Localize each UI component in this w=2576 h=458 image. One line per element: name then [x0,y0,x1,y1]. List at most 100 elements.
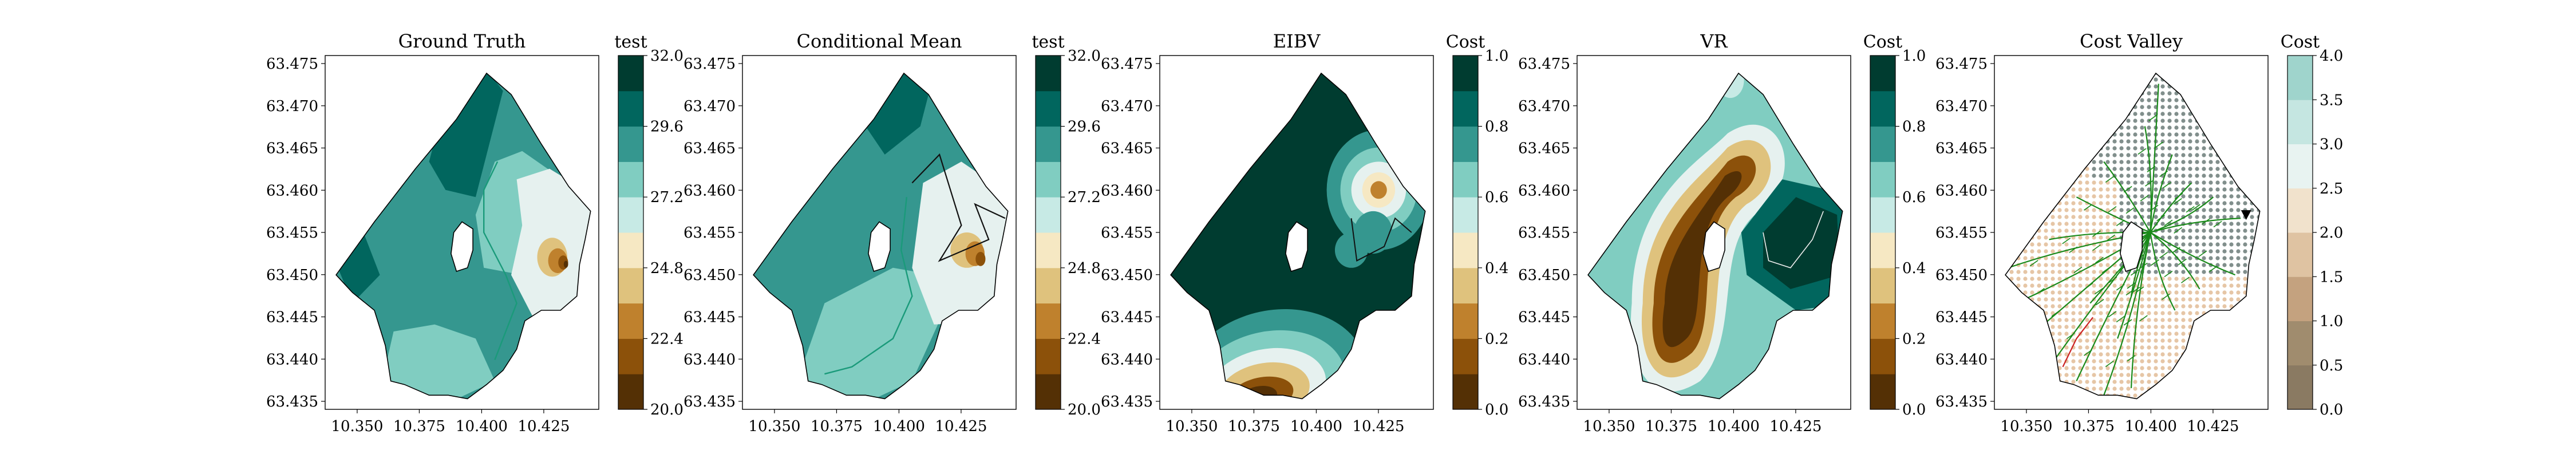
cost-dot [2236,201,2241,206]
cost-dot [2099,77,2103,82]
cost-dot [2126,73,2131,75]
cost-dot [1996,393,2000,397]
cost-dot [2105,345,2110,350]
cost-dot [2236,77,2241,82]
y-tick-label: 63.455 [1518,224,1570,242]
cost-dot [2044,277,2048,281]
cost-dot [1996,201,2000,205]
rrt-branch [2150,232,2176,311]
cost-dot [2263,153,2267,157]
cost-dot [2250,84,2254,89]
cost-dot [2167,318,2172,322]
cost-dot [2064,400,2068,404]
cost-dot [2037,263,2041,267]
cost-dot [2099,215,2103,219]
cost-dot [2030,352,2034,357]
x-tick-label: 10.350 [1165,418,1218,435]
cost-dot [2250,180,2254,185]
cost-dot [2147,352,2151,357]
cost-dot [2078,380,2083,384]
cost-dot [2064,105,2069,109]
cost-dot [2263,194,2267,198]
contour-region [563,260,568,268]
cost-dot [2160,338,2165,343]
cost-dot [2154,318,2158,322]
cost-dot [2243,132,2247,137]
cost-dot [2208,77,2213,82]
cost-dot [2174,57,2178,61]
cost-dot [2140,119,2144,123]
cost-dot [2023,194,2028,199]
cost-dot [2105,194,2110,199]
cost-dot [2071,167,2076,171]
cost-dot [2112,73,2117,75]
cost-dot [2009,77,2014,82]
cost-dot [2181,105,2186,109]
cost-dot [2037,98,2041,102]
cost-dot [2064,208,2069,212]
rrt-twig [2036,287,2045,295]
colorbar-tick-label: 32.0 [1068,48,1101,65]
cost-dot [2105,331,2110,336]
cost-dot [2016,201,2021,206]
cost-dot [2208,235,2213,240]
cost-dot [2202,153,2206,157]
cost-dot [2078,352,2083,357]
panel-title: VR [1700,30,1728,52]
cost-dot [2202,84,2206,89]
cost-dot [2140,98,2144,102]
cost-dot [2229,208,2234,212]
cost-dot [2057,386,2062,391]
cost-dot [2195,345,2199,350]
contour-region [1662,171,1742,348]
cost-dot [2030,146,2034,151]
x-tick-label: 10.350 [331,418,383,435]
cost-dot [2050,290,2055,295]
cost-dot [2250,290,2254,295]
cost-dot [2202,393,2206,398]
cost-dot [2005,119,2007,123]
cost-dot [2140,105,2144,109]
cost-dot [2005,91,2007,96]
colorbar-title: Cost [1863,32,1902,52]
cost-dot [2085,277,2089,281]
cost-dot [2181,119,2186,123]
cost-dot [2119,386,2124,391]
cost-dot [2099,98,2103,102]
cost-dot [2057,270,2062,274]
cost-dot [2222,139,2227,144]
cost-dot [2092,73,2096,75]
cost-dot [2050,270,2055,274]
cost-dot [2016,208,2021,212]
colorbar-band [1453,161,1478,198]
cost-dot [2174,208,2179,212]
cost-dot [2181,290,2186,295]
cost-dot [2215,84,2220,89]
cost-dot [2167,283,2172,288]
cost-dot [2050,187,2055,192]
cost-dot [2085,77,2089,82]
cost-dot [2229,263,2234,267]
cost-dot [2119,139,2124,144]
cost-dot [2160,125,2165,130]
cost-dot [2154,277,2158,281]
cost-dot [2250,91,2254,96]
cost-dot [2071,187,2076,192]
cost-dot [2229,359,2234,364]
cost-dot [2119,304,2124,309]
cost-dot [2119,297,2124,302]
cost-dot [2064,64,2068,68]
cost-dot [2078,187,2083,192]
cost-dot [2057,208,2062,212]
cost-dot [2208,249,2213,254]
cost-dot [2016,64,2020,68]
cost-dot [2222,318,2227,322]
cost-dot [2140,290,2144,295]
cost-dot [2092,208,2096,212]
cost-dot [2174,160,2179,164]
cost-dot [1996,112,2000,116]
cost-dot [2105,263,2110,267]
cost-dot [2167,98,2172,102]
cost-dot [2263,91,2267,95]
cost-dot [2044,249,2048,254]
